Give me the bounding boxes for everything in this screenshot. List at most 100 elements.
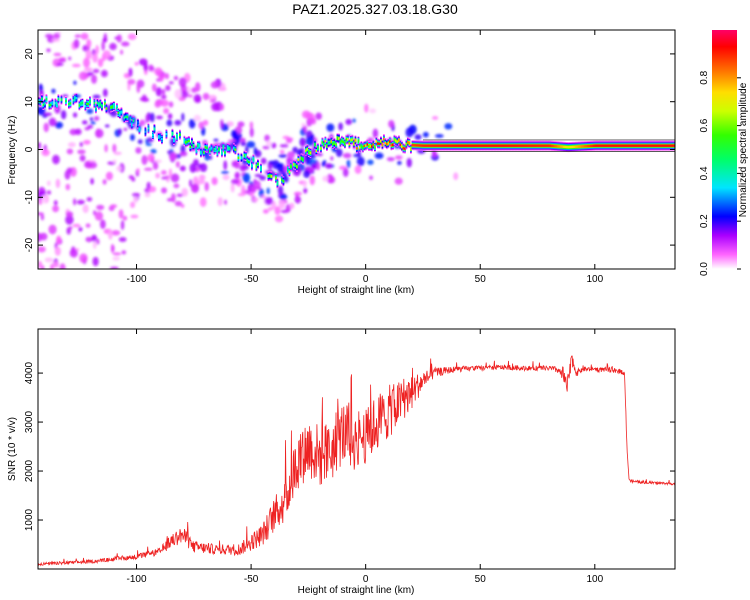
spectrogram-ridge-cell: [374, 145, 376, 149]
spectrogram-ridge-cell: [579, 145, 582, 148]
spectrogram-ridge-cell: [426, 144, 429, 147]
spectrogram-cell: [78, 71, 88, 81]
spectrogram-cell: [45, 33, 54, 39]
spectrogram-xtick-label: 0: [363, 274, 369, 285]
spectrogram-ridge-cell: [78, 104, 81, 107]
spectrogram-ridge-cell: [500, 144, 502, 147]
spectrogram-cell: [121, 41, 130, 47]
spectrogram-cell: [84, 161, 92, 169]
spectrogram-ridge-cell: [573, 145, 576, 148]
spectrogram-cell: [155, 172, 160, 179]
spectrogram-cell: [171, 193, 176, 203]
spectrogram-ridge-cell: [105, 107, 108, 110]
spectrogram-cell: [121, 250, 127, 255]
spectrogram-ytick-label: -20: [24, 237, 35, 252]
spectrogram-ridge-cell: [558, 145, 561, 148]
spectrogram-cell: [434, 134, 444, 138]
spectrogram-cell: [133, 196, 139, 204]
spectrogram-ridge-cell: [80, 102, 82, 105]
spectrogram-ridge-cell: [246, 159, 249, 162]
spectrogram-ridge-cell: [437, 144, 439, 147]
spectrogram-ridge-cell: [257, 162, 259, 166]
spectrogram-cell: [278, 200, 286, 210]
spectrogram-ridge-cell: [119, 112, 121, 116]
spectrogram-cell: [316, 153, 323, 157]
spectrogram-y-ticks: -20 -10 0 10 20: [24, 48, 675, 252]
spectrogram-ridge-cell: [117, 111, 120, 115]
spectrogram-ridge-cell: [354, 139, 357, 142]
spectrogram-blobs: [38, 31, 459, 269]
spectrogram-cell: [199, 197, 207, 207]
spectrogram-cell: [65, 211, 74, 218]
spectrogram-cell: [123, 127, 128, 131]
spectrogram-ridge-cell: [152, 133, 154, 137]
spectrogram-cell: [145, 113, 150, 124]
spectrogram-cell: [102, 88, 108, 97]
spectrogram-cell: [163, 107, 170, 115]
spectrogram-ridge-cell: [269, 174, 271, 177]
spectrogram-cell: [102, 179, 107, 185]
spectrogram-cell: [259, 175, 267, 181]
spectrogram-cell: [301, 122, 306, 127]
spectrogram-ridge-cell: [192, 144, 195, 148]
spectrogram-ridge-cell: [671, 144, 673, 147]
snr-ytick-label: 4000: [24, 362, 35, 385]
spectrogram-ridge-cell: [650, 144, 652, 147]
spectrogram-cell: [168, 81, 174, 85]
spectrogram-cell: [136, 168, 140, 174]
spectrogram-cell: [144, 192, 151, 198]
colorbar-tick-label: 0.6: [699, 118, 710, 132]
spectrogram-cell: [91, 234, 98, 242]
spectrogram-ridge-cell: [638, 144, 640, 147]
spectrogram-ridge-cell: [350, 138, 352, 142]
spectrogram-ridge-cell: [245, 154, 247, 158]
spectrogram-cell: [78, 226, 83, 232]
spectrogram-ytick-label: -10: [24, 190, 35, 205]
spectrogram-cell: [109, 42, 117, 51]
spectrogram-cell: [209, 155, 213, 160]
spectrogram-ridge-cell: [554, 144, 556, 148]
spectrogram-ridge-cell: [294, 163, 297, 167]
spectrogram-cell: [194, 82, 201, 92]
spectrogram-cell: [96, 128, 100, 138]
spectrogram-ridge-cell: [248, 160, 250, 164]
spectrogram-cell: [279, 149, 285, 154]
spectrogram-ridge-cell: [267, 174, 270, 178]
spectrogram-ridge-cell: [377, 142, 379, 145]
spectrogram-cell: [154, 100, 161, 108]
spectrogram-cell: [220, 119, 224, 129]
spectrogram-ridge-cell: [110, 106, 112, 109]
spectrogram-cell: [167, 113, 173, 120]
spectrogram-ridge-cell: [630, 144, 633, 147]
spectrogram-ridge-cell: [539, 144, 541, 147]
spectrogram-ridge-cell: [512, 144, 514, 147]
spectrogram-ridge-cell: [462, 144, 465, 147]
spectrogram-ridge-cell: [209, 149, 211, 153]
spectrogram-cell: [151, 83, 157, 92]
spectrogram-ridge-cell: [341, 139, 343, 142]
spectrogram-ridge-cell: [215, 147, 217, 151]
spectrogram-ridge-cell: [552, 144, 555, 148]
spectrogram-ridge-cell: [545, 144, 547, 147]
spectrogram-cell: [165, 73, 170, 80]
spectrogram-cell: [279, 193, 288, 200]
spectrogram-ridge-cell: [87, 102, 90, 106]
spectrogram-ridge-cell: [441, 144, 444, 147]
spectrogram-ridge-cell: [123, 116, 126, 120]
spectrogram-xtick-label: -100: [127, 274, 147, 285]
spectrogram-ridge-cell: [131, 123, 133, 126]
spectrogram-ridge-cell: [287, 168, 289, 171]
spectrogram-cell: [264, 196, 274, 205]
spectrogram-cell: [352, 118, 356, 123]
spectrogram-ridge-cell: [578, 145, 580, 148]
spectrogram-cell: [145, 138, 149, 144]
spectrogram-ridge-cell: [96, 101, 99, 105]
snr-xtick-label: 100: [586, 574, 603, 585]
spectrogram-cell: [356, 156, 365, 167]
spectrogram-ridge-cell: [392, 143, 394, 147]
spectrogram-cell: [104, 124, 110, 128]
spectrogram-cell: [168, 152, 178, 161]
spectrogram-cell: [96, 238, 100, 245]
spectrogram-cell: [116, 165, 122, 172]
spectrogram-ridge-cell: [450, 144, 453, 147]
